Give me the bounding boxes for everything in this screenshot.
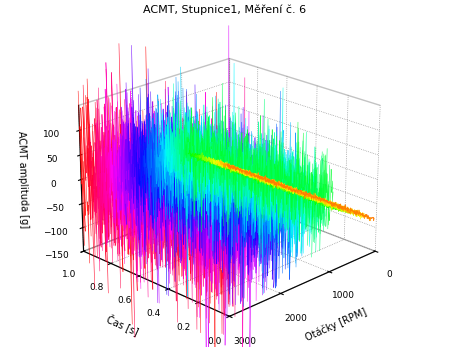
X-axis label: Otáčky [RPM]: Otáčky [RPM] xyxy=(304,306,368,343)
Title: ACMT, Stupnice1, Měření č. 6: ACMT, Stupnice1, Měření č. 6 xyxy=(144,4,306,15)
Y-axis label: Čas [s]: Čas [s] xyxy=(105,312,141,337)
